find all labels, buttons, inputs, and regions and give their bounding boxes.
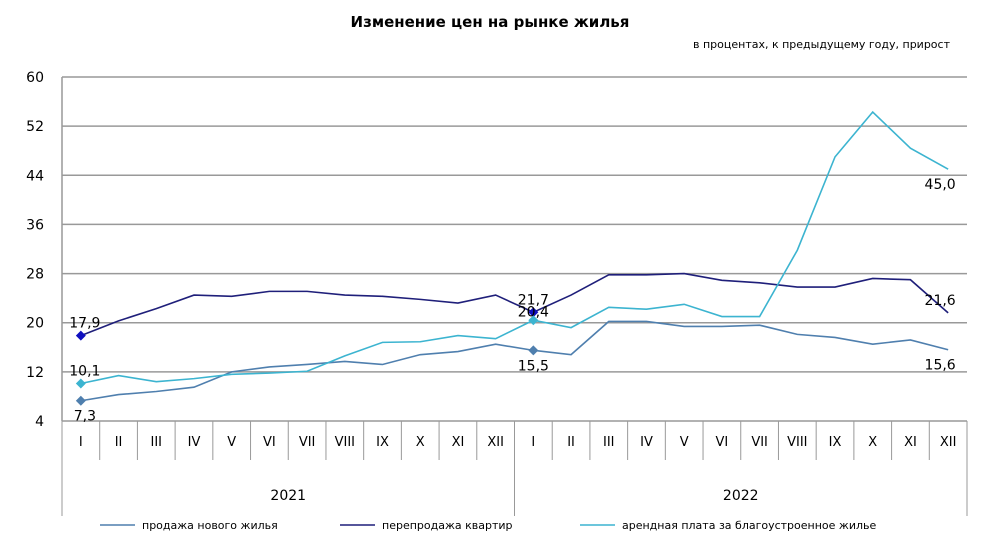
x-tick-label: X — [868, 435, 877, 450]
year-label: 2021 — [270, 488, 306, 504]
x-tick-label: VII — [299, 435, 316, 450]
data-label: 7,3 — [74, 409, 96, 425]
data-point-marker — [528, 315, 539, 326]
data-label: 21,7 — [518, 292, 549, 308]
y-tick-label: 28 — [26, 267, 44, 283]
y-tick-label: 60 — [26, 70, 44, 86]
x-tick-label: II — [115, 435, 123, 450]
x-tick-label: I — [531, 435, 535, 450]
x-tick-label: I — [79, 435, 83, 450]
x-tick-label: XII — [940, 435, 957, 450]
x-tick-label: VI — [263, 435, 276, 450]
y-tick-label: 12 — [26, 365, 44, 381]
data-point-marker — [528, 345, 539, 356]
x-tick-label: VIII — [335, 435, 355, 450]
x-tick-label: VIII — [787, 435, 807, 450]
x-tick-label: II — [567, 435, 575, 450]
x-tick-label: XI — [904, 435, 917, 450]
x-tick-label: IX — [829, 435, 842, 450]
x-tick-label: XI — [452, 435, 465, 450]
series-line — [80, 320, 949, 402]
legend-label: перепродажа квартир — [382, 519, 513, 532]
x-tick-label: III — [603, 435, 615, 450]
data-point-marker — [75, 330, 86, 341]
x-tick-label: IX — [376, 435, 389, 450]
chart-subtitle: в процентах, к предыдущему году, прирост — [693, 38, 951, 51]
x-tick-label: XII — [487, 435, 504, 450]
x-tick-label: VI — [716, 435, 729, 450]
x-tick-label: X — [416, 435, 425, 450]
data-label: 15,6 — [925, 358, 956, 374]
data-point-marker — [75, 395, 86, 406]
data-label: 20,4 — [518, 304, 549, 320]
y-tick-label: 44 — [26, 168, 44, 184]
year-label: 2022 — [723, 488, 759, 504]
y-tick-label: 20 — [26, 316, 44, 332]
data-label: 10,1 — [69, 364, 100, 380]
data-label: 17,9 — [69, 316, 100, 332]
data-point-marker — [75, 378, 86, 389]
x-tick-label: III — [151, 435, 163, 450]
y-tick-label: 36 — [26, 217, 44, 233]
y-tick-label: 52 — [26, 119, 44, 135]
chart-title: Изменение цен на рынке жилья — [351, 13, 630, 31]
x-tick-label: IV — [188, 435, 201, 450]
x-tick-label: V — [227, 435, 236, 450]
legend-label: продажа нового жилья — [142, 519, 278, 532]
x-tick-label: VII — [751, 435, 768, 450]
series-line — [80, 110, 949, 385]
legend-label: арендная плата за благоустроенное жилье — [622, 519, 876, 532]
y-tick-label: 4 — [35, 414, 44, 430]
data-label: 45,0 — [925, 177, 956, 193]
x-tick-label: IV — [640, 435, 653, 450]
data-label: 21,6 — [925, 293, 956, 309]
data-point-marker — [528, 307, 539, 318]
series-line — [80, 272, 949, 337]
x-tick-label: V — [680, 435, 689, 450]
data-label: 15,5 — [518, 358, 549, 374]
